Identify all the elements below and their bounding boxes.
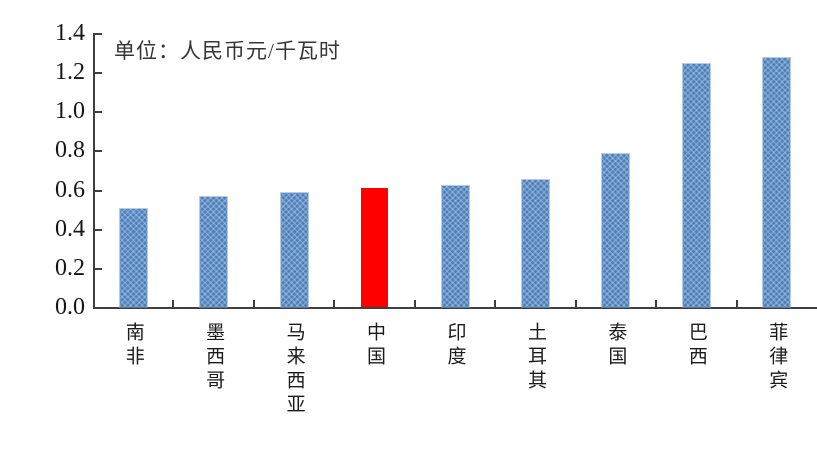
bar-turkey — [522, 180, 549, 307]
bar-south-africa — [120, 209, 147, 307]
x-axis-tick — [333, 300, 336, 307]
bar-philippines — [763, 58, 790, 307]
bar-mexico — [200, 197, 227, 307]
x-axis-tick — [252, 300, 255, 307]
y-axis-line — [93, 33, 95, 309]
x-axis-tick — [494, 300, 497, 307]
x-axis-tick — [735, 300, 738, 307]
y-tick-label: 1.4 — [55, 20, 85, 46]
y-tick-label: 1.2 — [55, 59, 85, 86]
y-tick-label: 1.0 — [55, 98, 85, 125]
y-axis-tick — [95, 72, 102, 75]
x-axis-tick — [413, 300, 416, 307]
x-category-label-south-africa: 南非 — [122, 322, 144, 370]
y-axis-tick — [95, 33, 102, 35]
x-axis-tick — [655, 300, 658, 307]
x-axis-line — [93, 307, 817, 309]
y-tick-label: 0.6 — [55, 176, 85, 203]
x-category-label-brazil: 巴西 — [685, 322, 707, 370]
x-category-label-philippines: 菲律宾 — [766, 322, 788, 394]
x-category-label-china: 中国 — [364, 322, 386, 370]
x-axis-tick — [172, 300, 175, 307]
bar-india — [442, 186, 469, 307]
bar-thailand — [602, 154, 629, 307]
y-tick-label: 0.2 — [55, 254, 85, 281]
x-category-label-india: 印度 — [444, 322, 466, 370]
y-axis-tick — [95, 111, 102, 114]
x-axis-tick — [574, 300, 577, 307]
x-category-label-malaysia: 马来西亚 — [283, 322, 305, 418]
y-axis-tick — [95, 267, 102, 270]
unit-annotation: 单位：人民币元/千瓦时 — [114, 39, 341, 63]
y-tick-label: 0.8 — [55, 137, 85, 164]
y-axis-tick — [95, 150, 102, 153]
bar-brazil — [683, 64, 710, 307]
x-category-label-turkey: 土耳其 — [524, 322, 546, 394]
bar-malaysia — [281, 193, 308, 307]
bar-china — [361, 188, 388, 307]
x-category-label-mexico: 墨西哥 — [203, 322, 225, 394]
y-tick-label: 0.4 — [55, 215, 85, 242]
y-tick-label: 0.0 — [55, 294, 85, 320]
y-axis-tick — [95, 228, 102, 231]
x-category-label-thailand: 泰国 — [605, 322, 627, 370]
y-axis-tick — [95, 189, 102, 192]
